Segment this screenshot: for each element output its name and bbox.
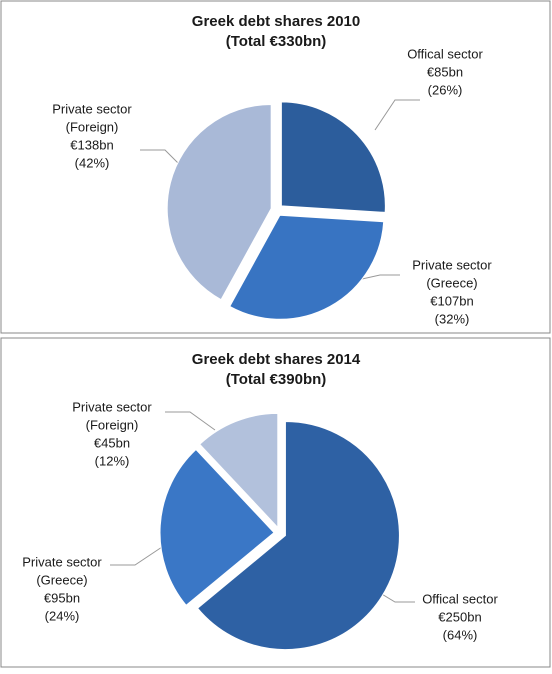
pie-slice (159, 448, 275, 606)
slice-label: Private sector (22, 554, 102, 569)
amount-label: €95bn (44, 590, 80, 605)
pie-slice (229, 214, 385, 320)
slice-label: Private sector (412, 257, 492, 272)
chart-title: Greek debt shares 2010 (192, 13, 360, 30)
leader-line (374, 99, 420, 131)
chart-subtitle: (Total €390bn) (226, 371, 327, 388)
amount-label: €107bn (430, 293, 473, 308)
slice-label: Offical sector (422, 591, 498, 606)
pie-slice (280, 101, 386, 213)
value-label: (12%) (95, 453, 130, 468)
chart-title: Greek debt shares 2014 (192, 351, 361, 368)
slice-label: (Greece) (426, 275, 477, 290)
value-label: (42%) (75, 155, 110, 170)
pie-slice (199, 412, 279, 529)
slice-label: Offical sector (407, 46, 483, 61)
slice-label: (Greece) (36, 572, 87, 587)
chart-subtitle: (Total €330bn) (226, 33, 327, 50)
leader-line (110, 544, 166, 566)
value-label: (64%) (443, 627, 478, 642)
amount-label: €45bn (94, 435, 130, 450)
slice-label: Private sector (52, 101, 132, 116)
pie-slice (196, 421, 400, 651)
slice-label: (Foreign) (66, 119, 119, 134)
slice-label: (Foreign) (86, 417, 139, 432)
amount-label: €250bn (438, 609, 481, 624)
leader-lines (110, 99, 420, 603)
amount-label: €85bn (427, 64, 463, 79)
value-label: (24%) (45, 608, 80, 623)
amount-label: €138bn (70, 137, 113, 152)
slice-label: Private sector (72, 399, 152, 414)
leader-line (165, 411, 216, 431)
leader-line (140, 149, 181, 166)
value-label: (26%) (428, 82, 463, 97)
pie-slice (166, 104, 272, 301)
value-label: (32%) (435, 311, 470, 326)
